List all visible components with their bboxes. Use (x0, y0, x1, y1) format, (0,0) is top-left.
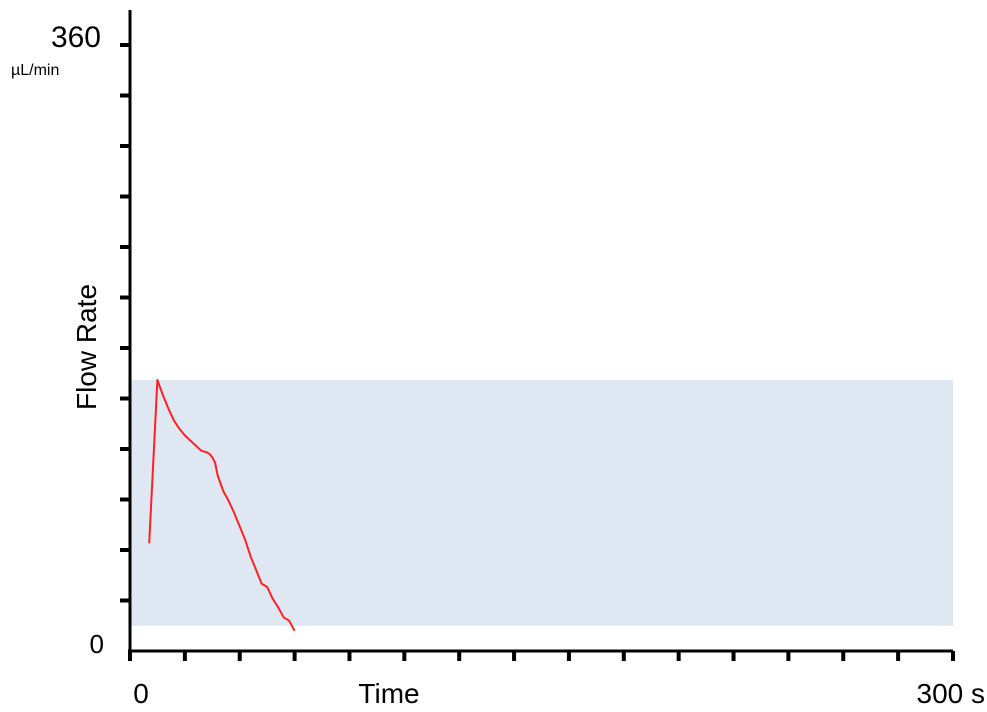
x-min-tick-label: 0 (133, 678, 149, 709)
y-axis-label: Flow Rate (71, 284, 102, 410)
x-axis-label: Time (358, 678, 419, 709)
y-max-tick-label: 360 (51, 21, 101, 54)
axis-ticks (120, 43, 955, 661)
y-min-tick-label: 0 (90, 629, 104, 659)
shaded-band (130, 379, 953, 626)
x-max-tick-label: 300 s (917, 678, 986, 709)
series-line (148, 379, 296, 632)
y-unit-label: µL/min (11, 62, 59, 79)
